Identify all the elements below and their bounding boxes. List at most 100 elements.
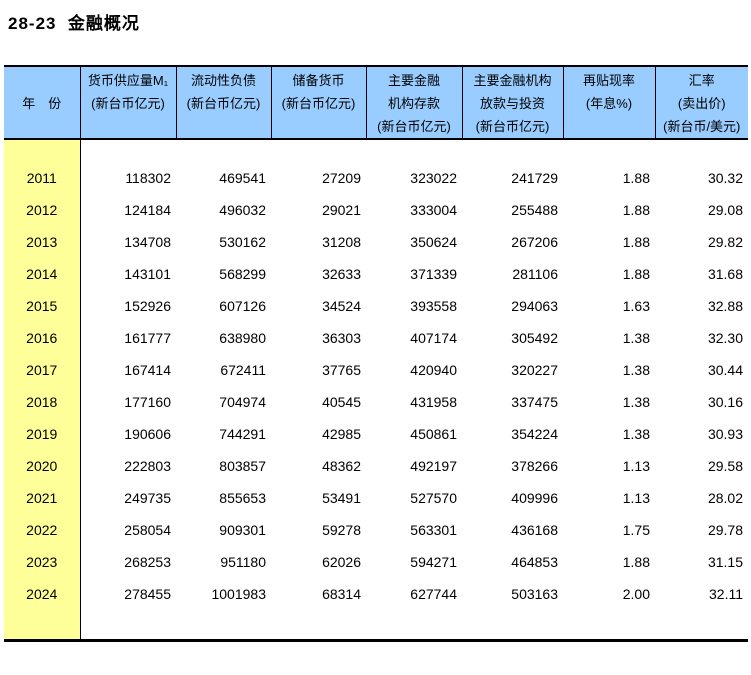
header-line: 流动性负债 xyxy=(190,73,256,88)
value-cell: 42985 xyxy=(322,426,361,442)
value-cell: 607126 xyxy=(219,298,266,314)
value-cell: 167414 xyxy=(124,362,171,378)
value-cell: 31.68 xyxy=(707,266,743,282)
value-cell: 1.13 xyxy=(622,490,650,506)
value-cell: 672411 xyxy=(220,362,266,378)
value-cell: 48362 xyxy=(322,458,361,474)
value-cell: 124184 xyxy=(124,202,171,218)
value-cell: 161777 xyxy=(124,330,171,346)
value-cell: 464853 xyxy=(511,554,558,570)
value-cell: 241729 xyxy=(511,170,558,186)
value-cell: 53491 xyxy=(322,490,361,506)
header-line: 年 份 xyxy=(22,96,62,111)
table-row: 2013 134708 530162 31208 350624 267206 1… xyxy=(4,226,748,258)
value-cell: 29021 xyxy=(322,202,361,218)
header-line: 储备货币 xyxy=(292,73,345,88)
column-header-major-fi-loans-investments: 主要金融机构 放款与投资 (新台币亿元) xyxy=(461,65,563,140)
table-row: 2021 249735 855653 53491 527570 409996 1… xyxy=(4,482,748,514)
value-cell: 2.00 xyxy=(622,586,650,602)
table-row: 2020 222803 803857 48362 492197 378266 1… xyxy=(4,450,748,482)
value-cell: 409996 xyxy=(511,490,558,506)
table-row: 2019 190606 744291 42985 450861 354224 1… xyxy=(4,418,748,450)
value-cell: 469541 xyxy=(219,170,266,186)
value-cell: 1.38 xyxy=(622,330,650,346)
value-cell: 59278 xyxy=(322,522,361,538)
value-cell: 378266 xyxy=(511,458,558,474)
header-line: (新台币亿元) xyxy=(281,96,356,111)
value-cell: 407174 xyxy=(410,330,457,346)
value-cell: 1.38 xyxy=(622,362,650,378)
table-row: 2024 278455 1001983 68314 627744 503163 … xyxy=(4,578,748,610)
header-line: (新台币亿元) xyxy=(91,96,165,111)
value-cell: 1.13 xyxy=(622,458,650,474)
value-cell: 1.88 xyxy=(622,266,650,282)
value-cell: 350624 xyxy=(410,234,457,250)
value-cell: 803857 xyxy=(219,458,266,474)
value-cell: 30.32 xyxy=(707,170,743,186)
value-cell: 496032 xyxy=(219,202,266,218)
value-cell: 36303 xyxy=(322,330,361,346)
value-cell: 1.38 xyxy=(622,394,650,410)
header-line: 主要金融机构 xyxy=(473,73,552,88)
value-cell: 627744 xyxy=(410,586,457,602)
year-cell: 2011 xyxy=(4,162,81,194)
table-row: 2023 268253 951180 62026 594271 464853 1… xyxy=(4,546,748,578)
value-cell: 255488 xyxy=(511,202,558,218)
value-cell: 855653 xyxy=(219,490,266,506)
value-cell: 436168 xyxy=(511,522,558,538)
value-cell: 1.88 xyxy=(622,202,650,218)
value-cell: 744291 xyxy=(219,426,266,442)
value-cell: 951180 xyxy=(220,554,266,570)
value-cell: 30.16 xyxy=(707,394,743,410)
header-line: 机构存款 xyxy=(387,96,440,111)
header-line xyxy=(81,115,176,138)
value-cell: 1.38 xyxy=(622,426,650,442)
column-header-exchange-rate: 汇率 (卖出价) (新台币/美元) xyxy=(654,65,748,140)
header-line: (新台币亿元) xyxy=(475,119,550,134)
value-cell: 29.82 xyxy=(707,234,743,250)
value-cell: 909301 xyxy=(219,522,266,538)
column-header-major-fi-deposits: 主要金融 机构存款 (新台币亿元) xyxy=(365,65,462,140)
value-cell: 530162 xyxy=(219,234,266,250)
value-cell: 29.08 xyxy=(707,202,743,218)
year-cell: 2018 xyxy=(4,386,81,418)
value-cell: 420940 xyxy=(410,362,457,378)
page-title: 28-23 金融概况 xyxy=(8,14,140,33)
header-line: 货币供应量M₁ xyxy=(87,73,169,88)
year-cell: 2022 xyxy=(4,514,81,546)
header-line: 再贴现率 xyxy=(582,73,635,88)
value-cell: 152926 xyxy=(124,298,171,314)
value-cell: 1.75 xyxy=(622,522,650,538)
value-cell: 450861 xyxy=(410,426,457,442)
header-line: 主要金融 xyxy=(387,73,440,88)
value-cell: 1001983 xyxy=(211,586,266,602)
header-line xyxy=(564,115,655,138)
value-cell: 704974 xyxy=(219,394,266,410)
value-cell: 1.88 xyxy=(622,554,650,570)
table-row: 2015 152926 607126 34524 393558 294063 1… xyxy=(4,290,748,322)
value-cell: 31208 xyxy=(322,234,361,250)
header-line xyxy=(272,115,366,138)
value-cell: 568299 xyxy=(219,266,266,282)
column-header-liquid-liabilities: 流动性负债 (新台币亿元) xyxy=(175,65,271,140)
table-row: 2018 177160 704974 40545 431958 337475 1… xyxy=(4,386,748,418)
table-body: 2011 118302 469541 27209 323022 241729 1… xyxy=(4,139,748,642)
value-cell: 34524 xyxy=(322,298,361,314)
value-cell: 62026 xyxy=(322,554,361,570)
header-line xyxy=(177,115,271,138)
value-cell: 563301 xyxy=(410,522,457,538)
value-cell: 503163 xyxy=(511,586,558,602)
year-cell: 2014 xyxy=(4,258,81,290)
column-header-reserve-money: 储备货币 (新台币亿元) xyxy=(270,65,366,140)
year-cell: 2015 xyxy=(4,290,81,322)
value-cell: 29.78 xyxy=(707,522,743,538)
value-cell: 32.30 xyxy=(707,330,743,346)
value-cell: 1.88 xyxy=(622,234,650,250)
spacer-row xyxy=(4,610,748,642)
value-cell: 638980 xyxy=(219,330,266,346)
header-line: (新台币亿元) xyxy=(186,96,261,111)
header-line xyxy=(4,115,80,138)
value-cell: 27209 xyxy=(322,170,361,186)
year-column-spacer xyxy=(4,610,81,642)
spacer-row xyxy=(4,139,748,162)
